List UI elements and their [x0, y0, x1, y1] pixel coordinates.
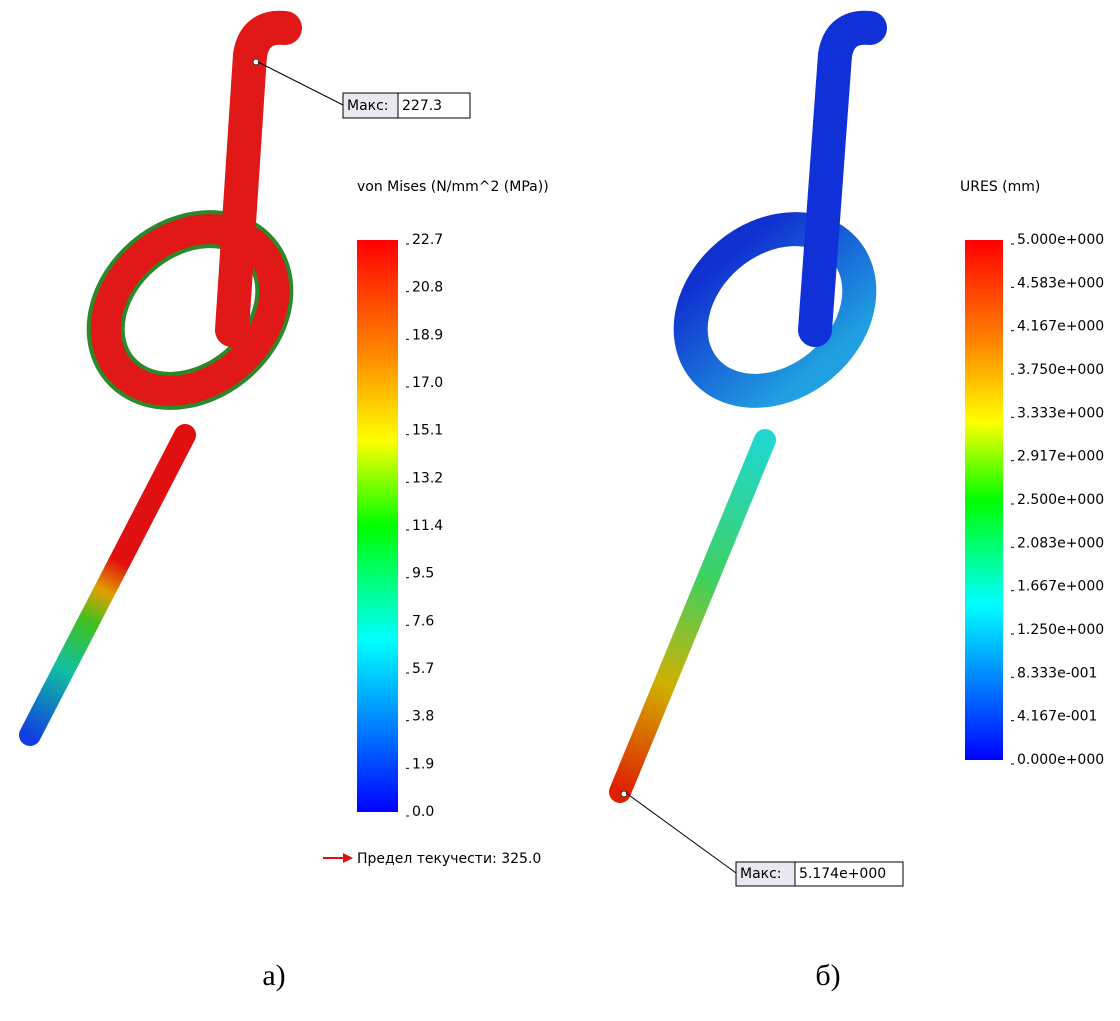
legend-label: 2.917e+000	[1017, 449, 1104, 465]
legend-title: von Mises (N/mm^2 (MPa))	[357, 179, 549, 195]
max-point	[621, 791, 627, 797]
legend-label: 2.500e+000	[1017, 492, 1104, 508]
yield-note: Предел текучести: 325.0	[357, 851, 541, 867]
legend-label: 1.250e+000	[1017, 622, 1104, 638]
spring-loop	[73, 196, 307, 425]
spring-rod	[30, 435, 185, 735]
leader-line	[626, 793, 736, 873]
legend-label: 3.750e+000	[1017, 362, 1104, 378]
legend-title: URES (mm)	[960, 179, 1040, 195]
max-label: Макс:	[740, 866, 782, 882]
legend-label: 4.167e+000	[1017, 319, 1104, 335]
legend-label: 5.7	[412, 661, 434, 677]
legend-label: 18.9	[412, 327, 443, 343]
legend-label: 5.000e+000	[1017, 232, 1104, 248]
yield-arrow-head	[343, 853, 353, 863]
max-value: 5.174e+000	[799, 866, 886, 882]
legend-label: 3.8	[412, 709, 434, 725]
legend-label: 13.2	[412, 470, 443, 486]
legend-label: 20.8	[412, 280, 443, 296]
colorbar	[965, 240, 1003, 760]
legend-label: 1.9	[412, 756, 434, 772]
legend-label: 3.333e+000	[1017, 405, 1104, 421]
legend-label: 17.0	[412, 375, 443, 391]
legend-label: 11.4	[412, 518, 443, 534]
spring-rod	[620, 440, 765, 792]
page: von Mises (N/mm^2 (MPa)) URES (mm) Макс:…	[0, 0, 1120, 1021]
figure: von Mises (N/mm^2 (MPa)) URES (mm) Макс:…	[0, 0, 1120, 1021]
legend-label: 2.083e+000	[1017, 535, 1104, 551]
legend-label: 22.7	[412, 232, 443, 248]
max-value: 227.3	[402, 98, 442, 114]
legend-label: 15.1	[412, 423, 443, 439]
caption: а)	[262, 959, 285, 992]
legend-label: 1.667e+000	[1017, 579, 1104, 595]
legend-label: 0.0	[412, 804, 434, 820]
legend-label: 4.167e-001	[1017, 709, 1097, 725]
legend-label: 9.5	[412, 566, 434, 582]
legend-label: 4.583e+000	[1017, 275, 1104, 291]
max-label: Макс:	[347, 98, 389, 114]
legend-label: 0.000e+000	[1017, 752, 1104, 768]
spring-loop	[658, 196, 892, 425]
colorbar	[357, 240, 398, 812]
caption: б)	[815, 959, 840, 992]
legend-label: 8.333e-001	[1017, 665, 1097, 681]
legend-label: 7.6	[412, 613, 434, 629]
leader-line	[258, 62, 343, 105]
